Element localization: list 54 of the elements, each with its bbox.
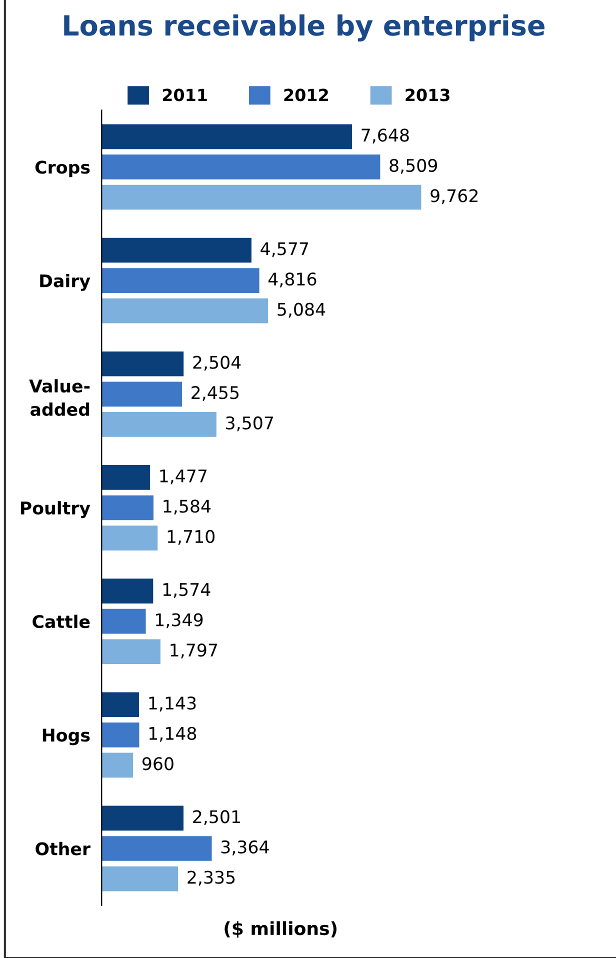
y-tick-label: Value- added (29, 379, 90, 416)
data-label: 1,349 (156, 613, 203, 628)
y-tick-label: Cattle (32, 614, 90, 628)
data-label: 1,143 (149, 696, 196, 712)
data-label: 3,364 (221, 840, 269, 856)
bar (102, 639, 160, 664)
data-label: 1,584 (164, 500, 211, 515)
bar (102, 184, 422, 210)
y-tick-label: Hogs (42, 728, 90, 746)
data-label: 2,335 (188, 870, 235, 886)
x-axis-title: ($ millions) (224, 921, 336, 938)
data-label: 3,507 (226, 416, 273, 432)
bar (102, 608, 146, 634)
data-label: 1,710 (168, 530, 214, 545)
bar (102, 692, 140, 718)
bar (102, 578, 154, 604)
bar (102, 412, 216, 437)
data-label: 4,816 (268, 272, 316, 288)
data-label: 1,477 (160, 470, 207, 484)
data-label: 2,504 (193, 356, 241, 371)
data-label: 4,577 (260, 242, 308, 258)
data-label: 960 (142, 757, 174, 770)
data-label: 1,797 (170, 644, 218, 658)
bar (102, 836, 212, 861)
data-label: 9,762 (430, 189, 478, 204)
bar (102, 806, 184, 831)
legend-label: 2012 (284, 88, 328, 102)
bar (102, 752, 134, 778)
bar (102, 154, 380, 180)
legend-label: 2013 (406, 88, 450, 102)
bar (102, 526, 158, 550)
bar (102, 495, 154, 520)
y-tick-label: Dairy (40, 274, 90, 291)
data-label: 2,501 (193, 810, 240, 826)
bar (102, 382, 182, 407)
bar (102, 465, 150, 490)
bar (102, 238, 252, 263)
data-label: 7,648 (362, 128, 409, 144)
data-label: 1,148 (149, 726, 196, 742)
data-label: 5,084 (278, 302, 326, 318)
y-tick-label: Other (36, 842, 90, 856)
bar (102, 722, 140, 748)
bar (102, 866, 178, 892)
bar (102, 298, 268, 324)
data-label: 1,574 (163, 583, 210, 598)
bar (102, 351, 184, 376)
data-label: 8,509 (390, 158, 437, 174)
data-label: 2,455 (192, 386, 239, 401)
bar (102, 124, 352, 150)
chart-title: Loans receivable by enterprise (64, 14, 544, 42)
y-tick-label: Crops (35, 160, 90, 178)
legend-label: 2011 (162, 88, 207, 102)
bar (102, 268, 260, 293)
y-tick-label: Poultry (20, 501, 90, 518)
